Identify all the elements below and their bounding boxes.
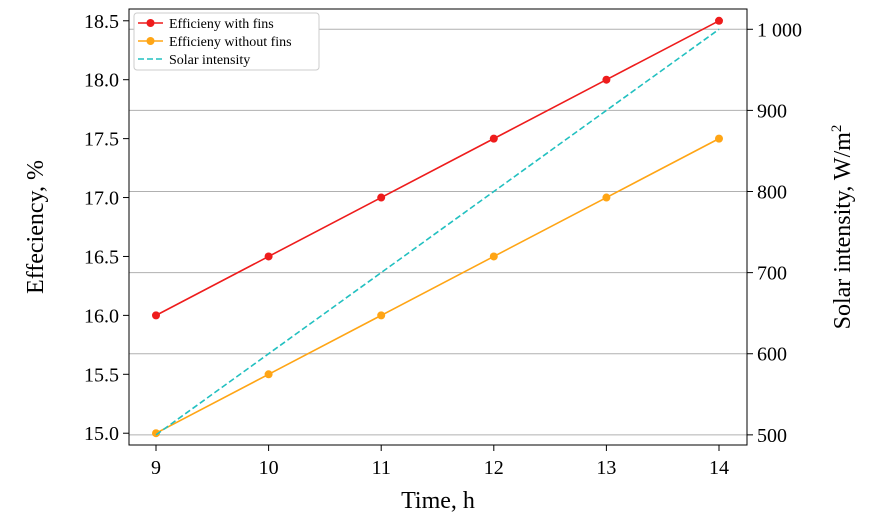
x-tick-label: 14	[709, 457, 729, 479]
right-y-axis-title-text: Solar intensity, W/m	[830, 132, 856, 330]
data-point-efficieny-with-fins	[715, 16, 723, 25]
left-y-axis-title: Effeciency, %	[23, 160, 49, 294]
x-tick-label: 13	[596, 457, 616, 479]
legend-label: Efficieny with fins	[169, 17, 274, 32]
legend-swatch-marker	[146, 19, 155, 27]
legend-label: Efficieny without fins	[169, 35, 292, 50]
left-y-tick-label: 16.0	[84, 305, 119, 327]
right-y-tick-label: 600	[757, 344, 787, 366]
left-y-tick-label: 18.5	[84, 11, 119, 33]
right-y-axis-ticks: 500 600 700 800 900 1 000	[747, 19, 802, 447]
series-layer	[152, 16, 723, 438]
x-tick-label: 12	[484, 457, 504, 479]
legend: Efficieny with fins Efficieny without fin…	[133, 12, 320, 71]
legend-swatch-marker	[146, 37, 155, 45]
x-axis-ticks: 9 10 11 12 13 14	[151, 445, 729, 479]
series-line-solar-intensity	[155, 28, 720, 436]
data-point-efficieny-with-fins	[264, 252, 273, 261]
data-point-efficieny-without-fins	[715, 134, 723, 143]
right-y-axis-title: Solar intensity, W/m2	[829, 125, 856, 330]
left-y-axis-ticks: 15.0 15.5 16.0 16.5 17.0 17.5 18.0 18.5	[84, 11, 129, 445]
data-point-efficieny-with-fins	[602, 75, 611, 84]
right-y-tick-label: 900	[757, 100, 787, 122]
data-point-efficieny-with-fins	[152, 311, 160, 320]
right-y-tick-label: 1 000	[757, 19, 802, 41]
data-point-efficieny-with-fins	[377, 193, 386, 202]
left-y-tick-label: 16.5	[84, 246, 119, 268]
right-y-tick-label: 700	[757, 263, 787, 285]
left-y-tick-label: 15.5	[84, 364, 119, 386]
legend-frame	[133, 12, 320, 71]
data-point-efficieny-without-fins	[489, 252, 498, 261]
x-tick-label: 9	[151, 457, 161, 479]
series-line-efficieny-with-fins	[155, 20, 720, 317]
plot-frame	[128, 8, 748, 446]
left-y-tick-label: 17.0	[84, 188, 119, 210]
left-y-tick-label: 15.0	[84, 423, 119, 445]
x-tick-label: 10	[259, 457, 279, 479]
data-point-efficieny-without-fins	[377, 311, 386, 320]
left-y-tick-label: 18.0	[84, 70, 119, 92]
left-y-tick-label: 17.5	[84, 129, 119, 151]
x-axis-title: Time, h	[401, 488, 475, 514]
x-tick-label: 11	[372, 457, 391, 479]
data-point-efficieny-with-fins	[489, 134, 498, 143]
data-point-efficieny-without-fins	[264, 370, 273, 379]
data-point-efficieny-without-fins	[152, 429, 160, 438]
legend-label: Solar intensity	[169, 53, 250, 68]
series-line-efficieny-without-fins	[155, 137, 720, 434]
right-y-axis-title-superscript: 2	[829, 125, 845, 133]
right-y-tick-label: 500	[757, 425, 787, 447]
data-point-efficieny-without-fins	[602, 193, 611, 202]
right-y-tick-label: 800	[757, 182, 787, 204]
